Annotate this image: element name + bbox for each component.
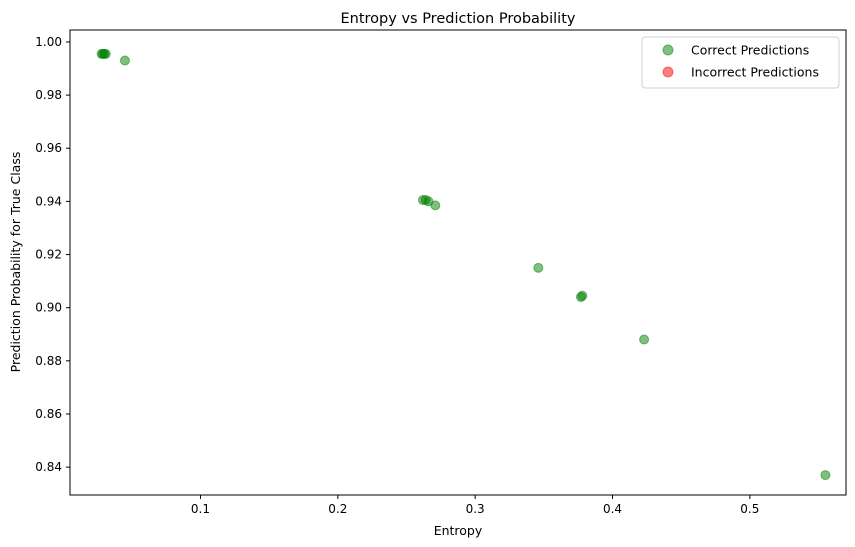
data-points bbox=[96, 48, 831, 481]
x-axis: 0.1 0.2 0.3 0.4 0.5 bbox=[191, 495, 759, 516]
y-tick-label: 0.94 bbox=[35, 194, 62, 208]
data-point bbox=[533, 262, 544, 273]
y-tick-label: 0.86 bbox=[35, 407, 62, 421]
y-axis: 0.84 0.86 0.88 0.90 0.92 0.94 0.96 0.98 1.00 bbox=[35, 35, 70, 474]
legend: Correct Predictions Incorrect Prediction… bbox=[641, 36, 840, 89]
y-tick-label: 0.90 bbox=[35, 301, 62, 315]
plot-area bbox=[69, 29, 847, 496]
y-tick-label: 1.00 bbox=[35, 35, 62, 49]
legend-label-correct: Correct Predictions bbox=[691, 43, 809, 58]
data-point bbox=[430, 200, 441, 211]
x-tick-label: 0.3 bbox=[466, 502, 485, 516]
data-point bbox=[119, 55, 130, 66]
x-tick-label: 0.1 bbox=[191, 502, 210, 516]
data-point bbox=[639, 334, 650, 345]
x-tick-label: 0.5 bbox=[740, 502, 759, 516]
chart-title: Entropy vs Prediction Probability bbox=[341, 11, 576, 27]
x-tick-label: 0.4 bbox=[603, 502, 622, 516]
legend-label-incorrect: Incorrect Predictions bbox=[691, 65, 819, 80]
y-tick-label: 0.88 bbox=[35, 354, 62, 368]
y-axis-label: Prediction Probability for True Class bbox=[8, 152, 23, 373]
data-point bbox=[820, 470, 831, 481]
y-tick-label: 0.92 bbox=[35, 248, 62, 262]
data-point bbox=[100, 48, 111, 59]
legend-box bbox=[641, 36, 840, 89]
y-tick-label: 0.84 bbox=[35, 460, 62, 474]
legend-marker-correct bbox=[662, 44, 674, 56]
x-axis-label: Entropy bbox=[434, 523, 483, 538]
y-tick-label: 0.98 bbox=[35, 88, 62, 102]
y-tick-label: 0.96 bbox=[35, 141, 62, 155]
legend-marker-incorrect bbox=[662, 66, 674, 78]
data-point bbox=[577, 290, 588, 301]
x-tick-label: 0.2 bbox=[328, 502, 347, 516]
